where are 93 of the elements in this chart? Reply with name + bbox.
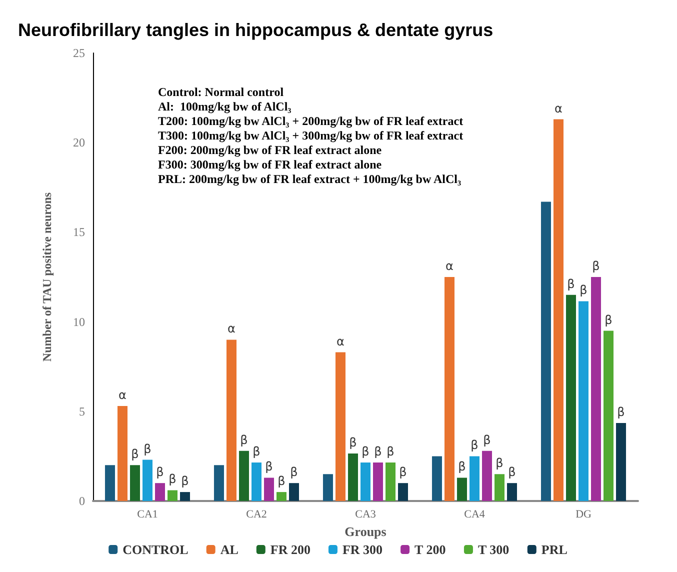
bar (494, 474, 505, 501)
bar (482, 450, 492, 501)
bar (456, 478, 467, 501)
x-tick-label: CA1 (137, 508, 158, 520)
bar (214, 465, 224, 501)
data-label: β (156, 465, 164, 480)
legend-label: T 300 (478, 542, 510, 557)
annotation: Control: Normal control (158, 85, 284, 99)
data-label: α (554, 101, 563, 116)
bar (238, 450, 249, 501)
bar (155, 483, 166, 501)
bar (180, 492, 190, 501)
data-label: β (580, 283, 588, 298)
data-label: β (592, 259, 600, 273)
bar (348, 454, 358, 501)
bar (335, 352, 346, 501)
data-label: β (470, 438, 478, 452)
y-tick-label: 15 (73, 225, 85, 240)
data-label: β (131, 447, 139, 462)
bar (540, 202, 551, 501)
y-tick-label: 10 (73, 314, 85, 329)
bar (566, 294, 576, 501)
data-label: α (446, 259, 454, 273)
data-label: α (228, 322, 236, 336)
data-label: β (604, 312, 612, 327)
bar (444, 277, 454, 501)
bar (168, 490, 178, 501)
bar (264, 478, 274, 501)
data-label: β (168, 472, 176, 486)
data-label: β (349, 436, 357, 450)
bar (142, 460, 152, 501)
bar (432, 456, 442, 501)
data-label: β (399, 465, 407, 480)
legend-label: PRL (541, 542, 568, 557)
data-label: β (508, 465, 516, 480)
x-axis-title: Groups (344, 524, 386, 539)
annotation: F300: 300mg/kg bw of FR leaf extract alone (158, 158, 382, 172)
data-label: β (144, 442, 152, 456)
bar (252, 462, 262, 501)
data-label: β (278, 474, 286, 488)
y-tick-label: 0 (79, 494, 85, 508)
legend-label: T 200 (414, 542, 446, 557)
annotation: T300: 100mg/kg bw AlCl₃ + 300mg/kg bw of FR leaf extract (158, 128, 464, 142)
data-label: β (458, 460, 466, 474)
x-tick-label: CA3 (355, 508, 376, 520)
bar (604, 330, 614, 501)
data-label: β (362, 444, 370, 458)
data-label: β (290, 465, 298, 480)
data-label: β (374, 444, 382, 458)
chart-title: Neurofibrillary tangles in hippocampus & dentate gyrus (18, 20, 494, 40)
legend-label: CONTROL (122, 542, 189, 557)
y-tick-label: 5 (79, 404, 85, 418)
bar (386, 462, 396, 501)
bar (104, 465, 115, 501)
data-label: β (617, 405, 625, 420)
annotation: T200: 100mg/kg bw AlCl₃ + 200mg/kg bw of FR leaf extract (158, 114, 464, 128)
x-tick-label: DG (576, 508, 592, 520)
legend-label: FR 200 (270, 542, 310, 557)
bar (117, 406, 128, 501)
data-label: β (240, 432, 248, 447)
bar (322, 474, 333, 501)
bar (276, 492, 287, 501)
bar (373, 462, 384, 501)
data-label: β (483, 432, 491, 447)
data-label: α (336, 334, 345, 348)
data-label: β (386, 444, 394, 458)
legend-label: FR 300 (342, 542, 383, 557)
bar (398, 483, 408, 501)
bar (591, 277, 602, 501)
bar (553, 119, 564, 501)
bar (616, 423, 626, 501)
data-label: β (567, 276, 575, 291)
x-tick-label: CA2 (246, 508, 267, 520)
data-label: β (496, 456, 504, 470)
bar (507, 483, 518, 501)
y-axis-title: Number of TAU positive neurons (40, 192, 54, 362)
bar (130, 465, 140, 501)
y-tick-label: 25 (73, 46, 85, 60)
x-tick-label: CA4 (464, 508, 486, 520)
bar (226, 340, 236, 501)
annotation: Al: 100mg/kg bw of AlCl₃ (158, 100, 292, 114)
bar (578, 301, 588, 501)
bar (470, 456, 480, 501)
data-label: β (252, 444, 260, 458)
bar (360, 462, 370, 501)
annotation: F200: 200mg/kg bw of FR leaf extract alone (158, 143, 382, 157)
bar (289, 483, 300, 501)
y-tick-label: 20 (73, 136, 85, 150)
data-label: β (265, 460, 273, 474)
legend-label: AL (220, 542, 239, 557)
annotation: PRL: 200mg/kg bw of FR leaf extract + 100mg/kg bw AlCl₃ (158, 172, 462, 186)
data-label: α (118, 388, 127, 402)
data-label: β (181, 474, 189, 488)
